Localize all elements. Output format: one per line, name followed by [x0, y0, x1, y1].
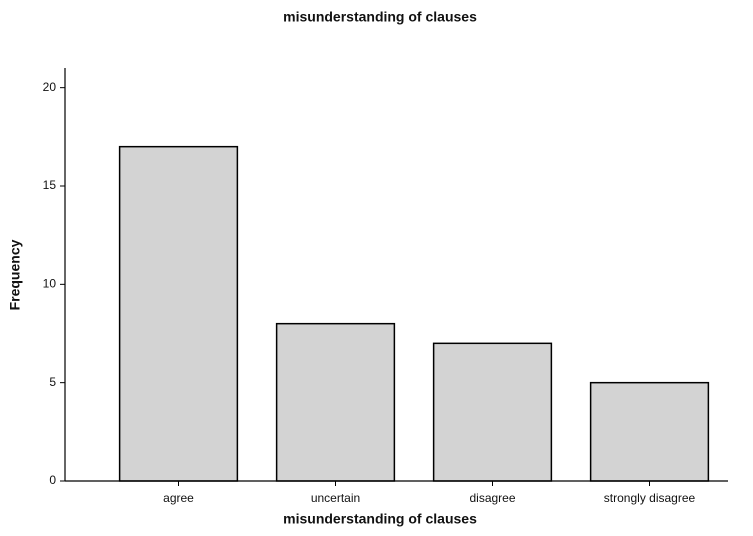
bar: [118, 145, 239, 482]
y-tick-label: 15: [43, 178, 57, 192]
y-axis-label: Frequency: [7, 239, 23, 310]
bar: [275, 322, 396, 482]
bar: [589, 381, 710, 482]
x-tick-label: disagree: [469, 491, 515, 505]
x-tick-label: uncertain: [311, 491, 360, 505]
y-tick-label: 0: [49, 473, 56, 487]
y-tick-label: 20: [43, 80, 57, 94]
bar: [432, 342, 553, 482]
x-axis-label: misunderstanding of clauses: [283, 511, 477, 527]
y-tick-label: 10: [43, 277, 57, 291]
y-tick-label: 5: [49, 375, 56, 389]
x-tick-label: agree: [163, 491, 194, 505]
x-tick-label: strongly disagree: [604, 491, 696, 505]
chart-title: misunderstanding of clauses: [283, 9, 477, 25]
